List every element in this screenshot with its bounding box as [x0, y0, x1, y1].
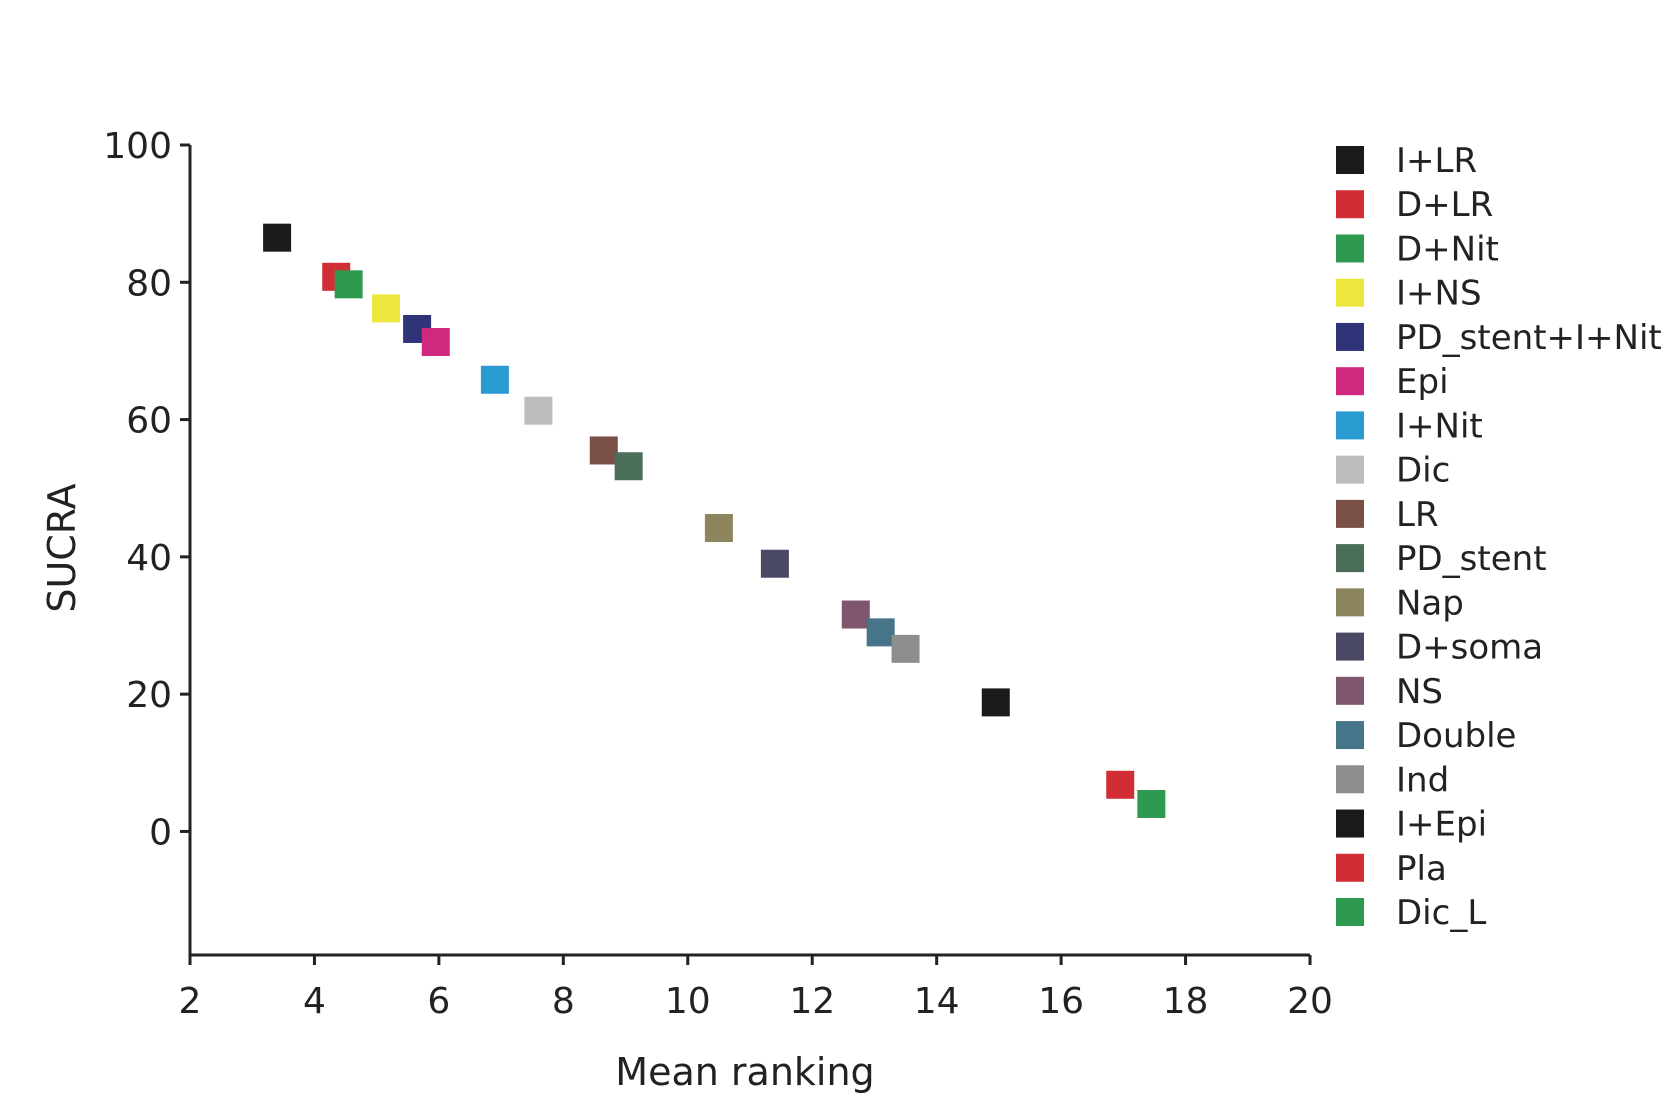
legend-label: I+LR [1396, 141, 1477, 181]
data-point [263, 223, 292, 252]
legend-swatch [1336, 278, 1364, 307]
data-point [334, 270, 363, 299]
data-point [1137, 789, 1166, 818]
y-tick-label: 100 [103, 126, 172, 167]
axes [188, 145, 1310, 957]
x-tick-label: 8 [552, 981, 575, 1022]
x-tick-label: 14 [914, 981, 960, 1022]
y-tick-label: 60 [126, 401, 172, 442]
legend-swatch [1336, 721, 1364, 750]
legend-label: D+LR [1396, 185, 1493, 225]
legend-label: Double [1396, 716, 1516, 756]
legend-label: Dic [1396, 451, 1450, 491]
legend-label: NS [1396, 672, 1443, 712]
x-tick-label: 4 [303, 981, 326, 1022]
legend-label: Pla [1396, 849, 1447, 889]
legend-swatch [1336, 367, 1364, 396]
legend-label: Ind [1396, 760, 1449, 800]
legend-swatch [1336, 455, 1364, 484]
data-point [760, 549, 789, 578]
data-point [614, 452, 643, 481]
legend-swatch [1336, 898, 1364, 926]
legend-swatch [1336, 234, 1364, 263]
legend-label: Epi [1396, 362, 1449, 402]
legend-label: Nap [1396, 583, 1464, 623]
data-point [891, 634, 920, 663]
x-tick-label: 16 [1038, 981, 1084, 1022]
legend-swatch [1336, 632, 1364, 661]
legend-label: PD_stent+I+Nit [1396, 318, 1662, 358]
y-axis-ticks: 0 20 40 60 80 100 [103, 126, 190, 853]
data-point [372, 294, 400, 323]
legend-swatch [1336, 588, 1364, 617]
x-axis-label: Mean ranking [615, 1050, 874, 1094]
data-point [589, 436, 618, 465]
data-point [421, 328, 450, 357]
legend-label: D+Nit [1396, 229, 1499, 269]
legend-label: PD_stent [1396, 539, 1547, 579]
data-point [841, 600, 870, 629]
y-tick-label: 80 [126, 263, 172, 304]
legend-label: D+soma [1396, 628, 1543, 668]
legend-swatch [1336, 322, 1364, 351]
x-tick-label: 10 [665, 981, 711, 1022]
x-tick-label: 20 [1287, 981, 1333, 1022]
data-point [480, 365, 509, 394]
legend-label: Dic_L [1396, 893, 1486, 933]
data-point [866, 618, 895, 647]
x-tick-label: 18 [1163, 981, 1209, 1022]
legend-swatch [1336, 809, 1364, 838]
x-tick-label: 6 [427, 981, 450, 1022]
legend-label: LR [1396, 495, 1439, 535]
x-tick-label: 2 [179, 981, 202, 1022]
legend-label: I+Epi [1396, 805, 1487, 845]
y-axis-label: SUCRA [40, 483, 84, 612]
data-point [524, 396, 553, 425]
legend-swatch [1336, 411, 1364, 440]
legend-label: I+NS [1396, 274, 1482, 314]
data-point [981, 688, 1010, 717]
legend-swatch [1336, 765, 1364, 794]
data-point [704, 514, 733, 543]
legend-swatch [1336, 544, 1364, 573]
legend-swatch [1336, 146, 1364, 174]
y-tick-label: 0 [149, 812, 172, 853]
legend-swatch [1336, 499, 1364, 528]
y-tick-label: 40 [126, 538, 172, 579]
data-points [263, 223, 1166, 818]
legend-swatch [1336, 853, 1364, 882]
y-tick-label: 20 [126, 675, 172, 716]
data-point [1106, 770, 1135, 799]
x-tick-label: 12 [789, 981, 835, 1022]
legend-swatch [1336, 190, 1364, 219]
legend-label: I+Nit [1396, 406, 1483, 446]
legend-swatch [1336, 676, 1364, 705]
x-axis-ticks: 2 4 6 8 10 12 14 16 18 20 [179, 955, 1333, 1022]
